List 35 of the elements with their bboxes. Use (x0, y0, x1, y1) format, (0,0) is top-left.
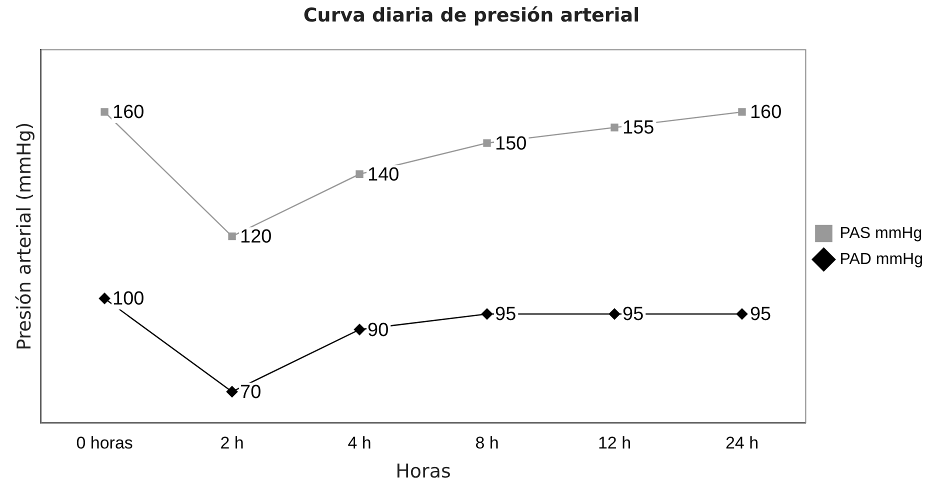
legend-label: PAD mmHg (840, 250, 923, 268)
point (226, 386, 238, 398)
x-tick-label: 8 h (475, 434, 499, 453)
data-label: 90 (368, 320, 389, 341)
point (100, 108, 108, 116)
data-label: 160 (750, 102, 782, 124)
x-tick-label: 24 h (725, 434, 759, 453)
x-tick-label: 4 h (348, 434, 372, 453)
data-label: 150 (495, 133, 527, 154)
point (738, 108, 746, 116)
x-tick-label: 0 horas (76, 434, 133, 453)
data-label: 160 (112, 102, 144, 124)
x-tick-label: 2 h (220, 434, 244, 453)
point (356, 170, 364, 178)
point (354, 324, 366, 336)
data-label: 95 (750, 304, 772, 326)
y-axis-title: Presión arterial (mmHg) (13, 122, 36, 350)
point (98, 292, 110, 304)
point (228, 232, 236, 240)
point (481, 308, 493, 320)
data-label: 140 (368, 164, 400, 186)
point (608, 308, 620, 320)
data-label: 95 (495, 304, 516, 326)
data-label: 100 (112, 288, 144, 310)
data-label: 155 (622, 118, 654, 139)
point (736, 308, 748, 320)
data-label: 95 (622, 304, 644, 326)
data-label: 120 (240, 226, 272, 248)
x-tick-label: 12 h (598, 434, 632, 453)
point (610, 124, 618, 132)
data-label: 70 (240, 382, 262, 403)
x-axis-title: Horas (396, 460, 451, 483)
legend-label: PAS mmHg (840, 224, 922, 242)
chart-title: Curva diaria de presión arterial (303, 4, 640, 26)
point (483, 139, 491, 147)
